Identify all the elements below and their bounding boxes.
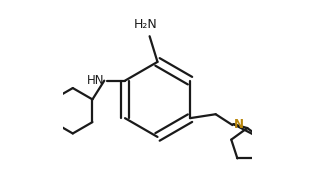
Text: N: N bbox=[233, 118, 243, 131]
Text: HN: HN bbox=[87, 74, 104, 87]
Text: H₂N: H₂N bbox=[134, 18, 158, 31]
